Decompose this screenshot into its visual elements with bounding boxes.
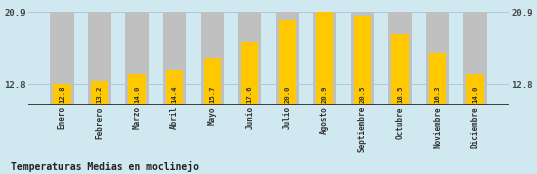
Bar xyxy=(429,53,446,105)
Bar xyxy=(354,16,371,105)
Text: 20.9: 20.9 xyxy=(322,86,328,104)
Bar xyxy=(166,70,183,105)
Text: 12.8: 12.8 xyxy=(59,86,65,104)
Text: 13.2: 13.2 xyxy=(97,86,103,104)
Bar xyxy=(351,12,374,105)
Bar xyxy=(467,74,484,105)
Bar xyxy=(241,42,258,105)
Text: 14.4: 14.4 xyxy=(172,86,178,104)
Bar xyxy=(88,12,111,105)
Text: 15.7: 15.7 xyxy=(209,86,215,104)
Text: Temperaturas Medias en moclinejo: Temperaturas Medias en moclinejo xyxy=(11,161,199,172)
Bar xyxy=(426,12,449,105)
Bar xyxy=(128,74,146,105)
Bar xyxy=(200,12,224,105)
Bar xyxy=(163,12,186,105)
Text: 17.6: 17.6 xyxy=(246,86,253,104)
Text: 16.3: 16.3 xyxy=(434,86,440,104)
Text: 18.5: 18.5 xyxy=(397,86,403,104)
Bar xyxy=(91,81,108,105)
Bar xyxy=(238,12,262,105)
Bar xyxy=(53,84,70,105)
Bar xyxy=(313,12,337,105)
Bar xyxy=(50,12,74,105)
Bar xyxy=(388,12,411,105)
Text: 20.5: 20.5 xyxy=(359,86,365,104)
Text: 14.0: 14.0 xyxy=(472,86,478,104)
Text: 14.0: 14.0 xyxy=(134,86,140,104)
Bar xyxy=(279,20,296,105)
Text: 20.0: 20.0 xyxy=(284,86,291,104)
Bar xyxy=(204,58,221,105)
Bar xyxy=(316,12,333,105)
Bar xyxy=(391,34,409,105)
Bar xyxy=(275,12,299,105)
Bar xyxy=(463,12,487,105)
Bar xyxy=(126,12,149,105)
